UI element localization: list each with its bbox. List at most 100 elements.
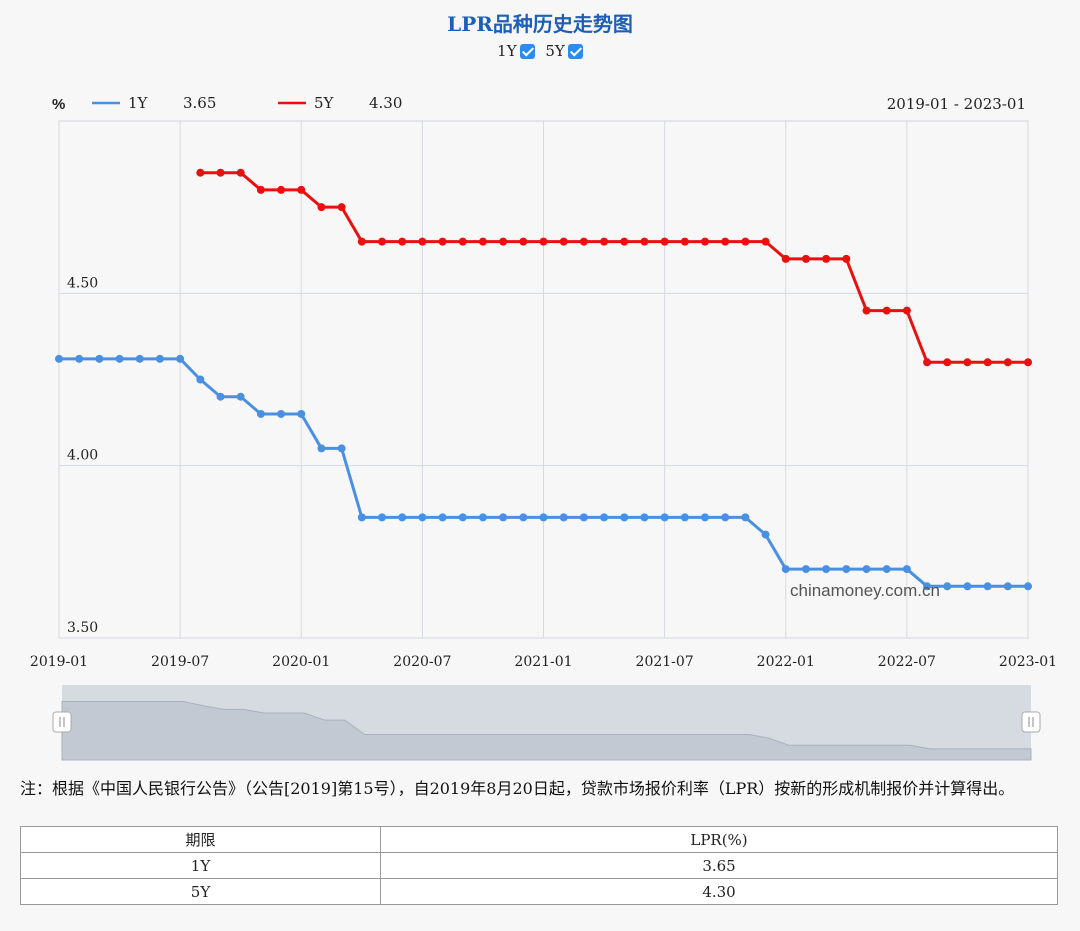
data-point-5y bbox=[216, 168, 225, 177]
data-point-5y bbox=[277, 185, 286, 194]
data-point-1y bbox=[297, 409, 306, 418]
table-cell-rate: 3.65 bbox=[380, 852, 1058, 879]
lpr-table: 期限 LPR(%) 1Y 3.65 5Y 4.30 bbox=[19, 826, 1058, 905]
data-point-5y bbox=[801, 254, 810, 263]
date-range-label: 2019-01 - 2023-01 bbox=[887, 95, 1026, 113]
data-point-1y bbox=[620, 513, 629, 522]
data-point-5y bbox=[963, 358, 972, 367]
data-point-5y bbox=[902, 306, 911, 315]
data-point-5y bbox=[640, 237, 649, 246]
data-point-5y bbox=[357, 237, 366, 246]
data-point-1y bbox=[579, 513, 588, 522]
footnote: 注：根据《中国人民银行公告》（公告[2019]第15号），自2019年8月20日… bbox=[20, 779, 1015, 798]
table-header-lpr: LPR(%) bbox=[380, 826, 1058, 853]
data-point-5y bbox=[499, 237, 508, 246]
table-row: 5Y 4.30 bbox=[19, 878, 1058, 905]
data-point-5y bbox=[236, 168, 245, 177]
table-cell-term: 1Y bbox=[19, 852, 382, 879]
legend-latest-1y: 3.65 bbox=[183, 94, 216, 112]
data-point-5y bbox=[378, 237, 386, 246]
data-point-1y bbox=[398, 513, 407, 522]
lpr-line-chart: 2019-01 2019-07 2020-01 2020-07 2021-01 2021-… bbox=[30, 94, 1057, 761]
data-point-1y bbox=[842, 565, 851, 574]
data-point-1y bbox=[781, 565, 790, 574]
data-point-1y bbox=[539, 513, 548, 522]
data-point-5y bbox=[842, 254, 851, 263]
data-point-5y bbox=[701, 237, 709, 246]
x-tick-label: 2023-01 bbox=[999, 654, 1057, 670]
data-point-1y bbox=[1024, 582, 1032, 591]
data-point-1y bbox=[963, 582, 972, 591]
data-point-5y bbox=[478, 237, 487, 246]
data-point-5y bbox=[256, 185, 265, 194]
data-point-5y bbox=[600, 237, 609, 246]
data-point-1y bbox=[176, 354, 185, 363]
data-point-1y bbox=[135, 354, 144, 363]
legend-label-1y: 1Y bbox=[128, 94, 149, 112]
toggle-1y-label: 1Y bbox=[497, 42, 517, 60]
data-point-1y bbox=[337, 444, 346, 453]
table-cell-rate: 4.30 bbox=[380, 878, 1058, 905]
data-point-5y bbox=[196, 168, 205, 177]
data-point-1y bbox=[923, 582, 932, 591]
checkbox-1y-icon[interactable] bbox=[519, 43, 535, 59]
data-point-1y bbox=[317, 444, 326, 453]
x-tick-label: 2022-01 bbox=[757, 654, 815, 670]
toggle-1y[interactable]: 1Y bbox=[497, 42, 535, 60]
data-point-5y bbox=[1024, 358, 1032, 367]
x-tick-label: 2021-07 bbox=[636, 654, 694, 670]
data-point-1y bbox=[256, 409, 265, 418]
data-point-5y bbox=[721, 237, 730, 246]
x-tick-label: 2020-01 bbox=[272, 654, 330, 670]
data-point-1y bbox=[55, 354, 63, 363]
data-point-5y bbox=[862, 306, 871, 315]
checkbox-5y-icon[interactable] bbox=[567, 43, 583, 59]
data-point-5y bbox=[943, 358, 952, 367]
data-point-1y bbox=[862, 565, 871, 574]
data-point-5y bbox=[1003, 358, 1012, 367]
table-header-row: 期限 LPR(%) bbox=[19, 826, 1058, 853]
unit-label: % bbox=[52, 96, 65, 113]
data-point-1y bbox=[822, 565, 831, 574]
table-row: 1Y 3.65 bbox=[19, 852, 1058, 879]
data-point-1y bbox=[741, 513, 750, 522]
data-point-1y bbox=[357, 513, 366, 522]
data-point-5y bbox=[297, 185, 306, 194]
data-point-5y bbox=[559, 237, 568, 246]
data-point-5y bbox=[317, 203, 326, 212]
chart-title: LPR品种历史走势图 bbox=[447, 12, 633, 36]
data-point-1y bbox=[438, 513, 447, 522]
y-tick-label: 3.50 bbox=[67, 620, 98, 636]
data-point-1y bbox=[680, 513, 689, 522]
data-point-1y bbox=[216, 392, 225, 401]
toggle-5y[interactable]: 5Y bbox=[545, 42, 583, 60]
data-point-1y bbox=[519, 513, 528, 522]
data-point-1y bbox=[640, 513, 649, 522]
data-point-1y bbox=[458, 513, 467, 522]
data-point-5y bbox=[519, 237, 528, 246]
data-point-1y bbox=[277, 409, 286, 418]
data-point-5y bbox=[458, 237, 467, 246]
data-point-1y bbox=[943, 582, 952, 591]
data-point-5y bbox=[579, 237, 588, 246]
data-point-1y bbox=[559, 513, 568, 522]
data-point-1y bbox=[75, 354, 84, 363]
data-point-5y bbox=[438, 237, 447, 246]
legend-label-5y: 5Y bbox=[314, 94, 335, 112]
legend-latest-5y: 4.30 bbox=[369, 94, 402, 112]
data-point-1y bbox=[801, 565, 810, 574]
data-point-1y bbox=[882, 565, 891, 574]
data-point-5y bbox=[418, 237, 427, 246]
data-point-5y bbox=[882, 306, 891, 315]
slider-handle-right[interactable] bbox=[1021, 711, 1041, 733]
data-point-1y bbox=[418, 513, 427, 522]
data-point-1y bbox=[115, 354, 124, 363]
series-toggles: 1Y 5Y bbox=[0, 42, 1080, 60]
data-point-1y bbox=[660, 513, 669, 522]
toggle-5y-label: 5Y bbox=[545, 42, 565, 60]
data-point-5y bbox=[539, 237, 548, 246]
slider-handle-left[interactable] bbox=[52, 711, 72, 733]
data-point-5y bbox=[983, 358, 992, 367]
data-point-1y bbox=[196, 375, 205, 384]
table-cell-term: 5Y bbox=[19, 878, 382, 905]
